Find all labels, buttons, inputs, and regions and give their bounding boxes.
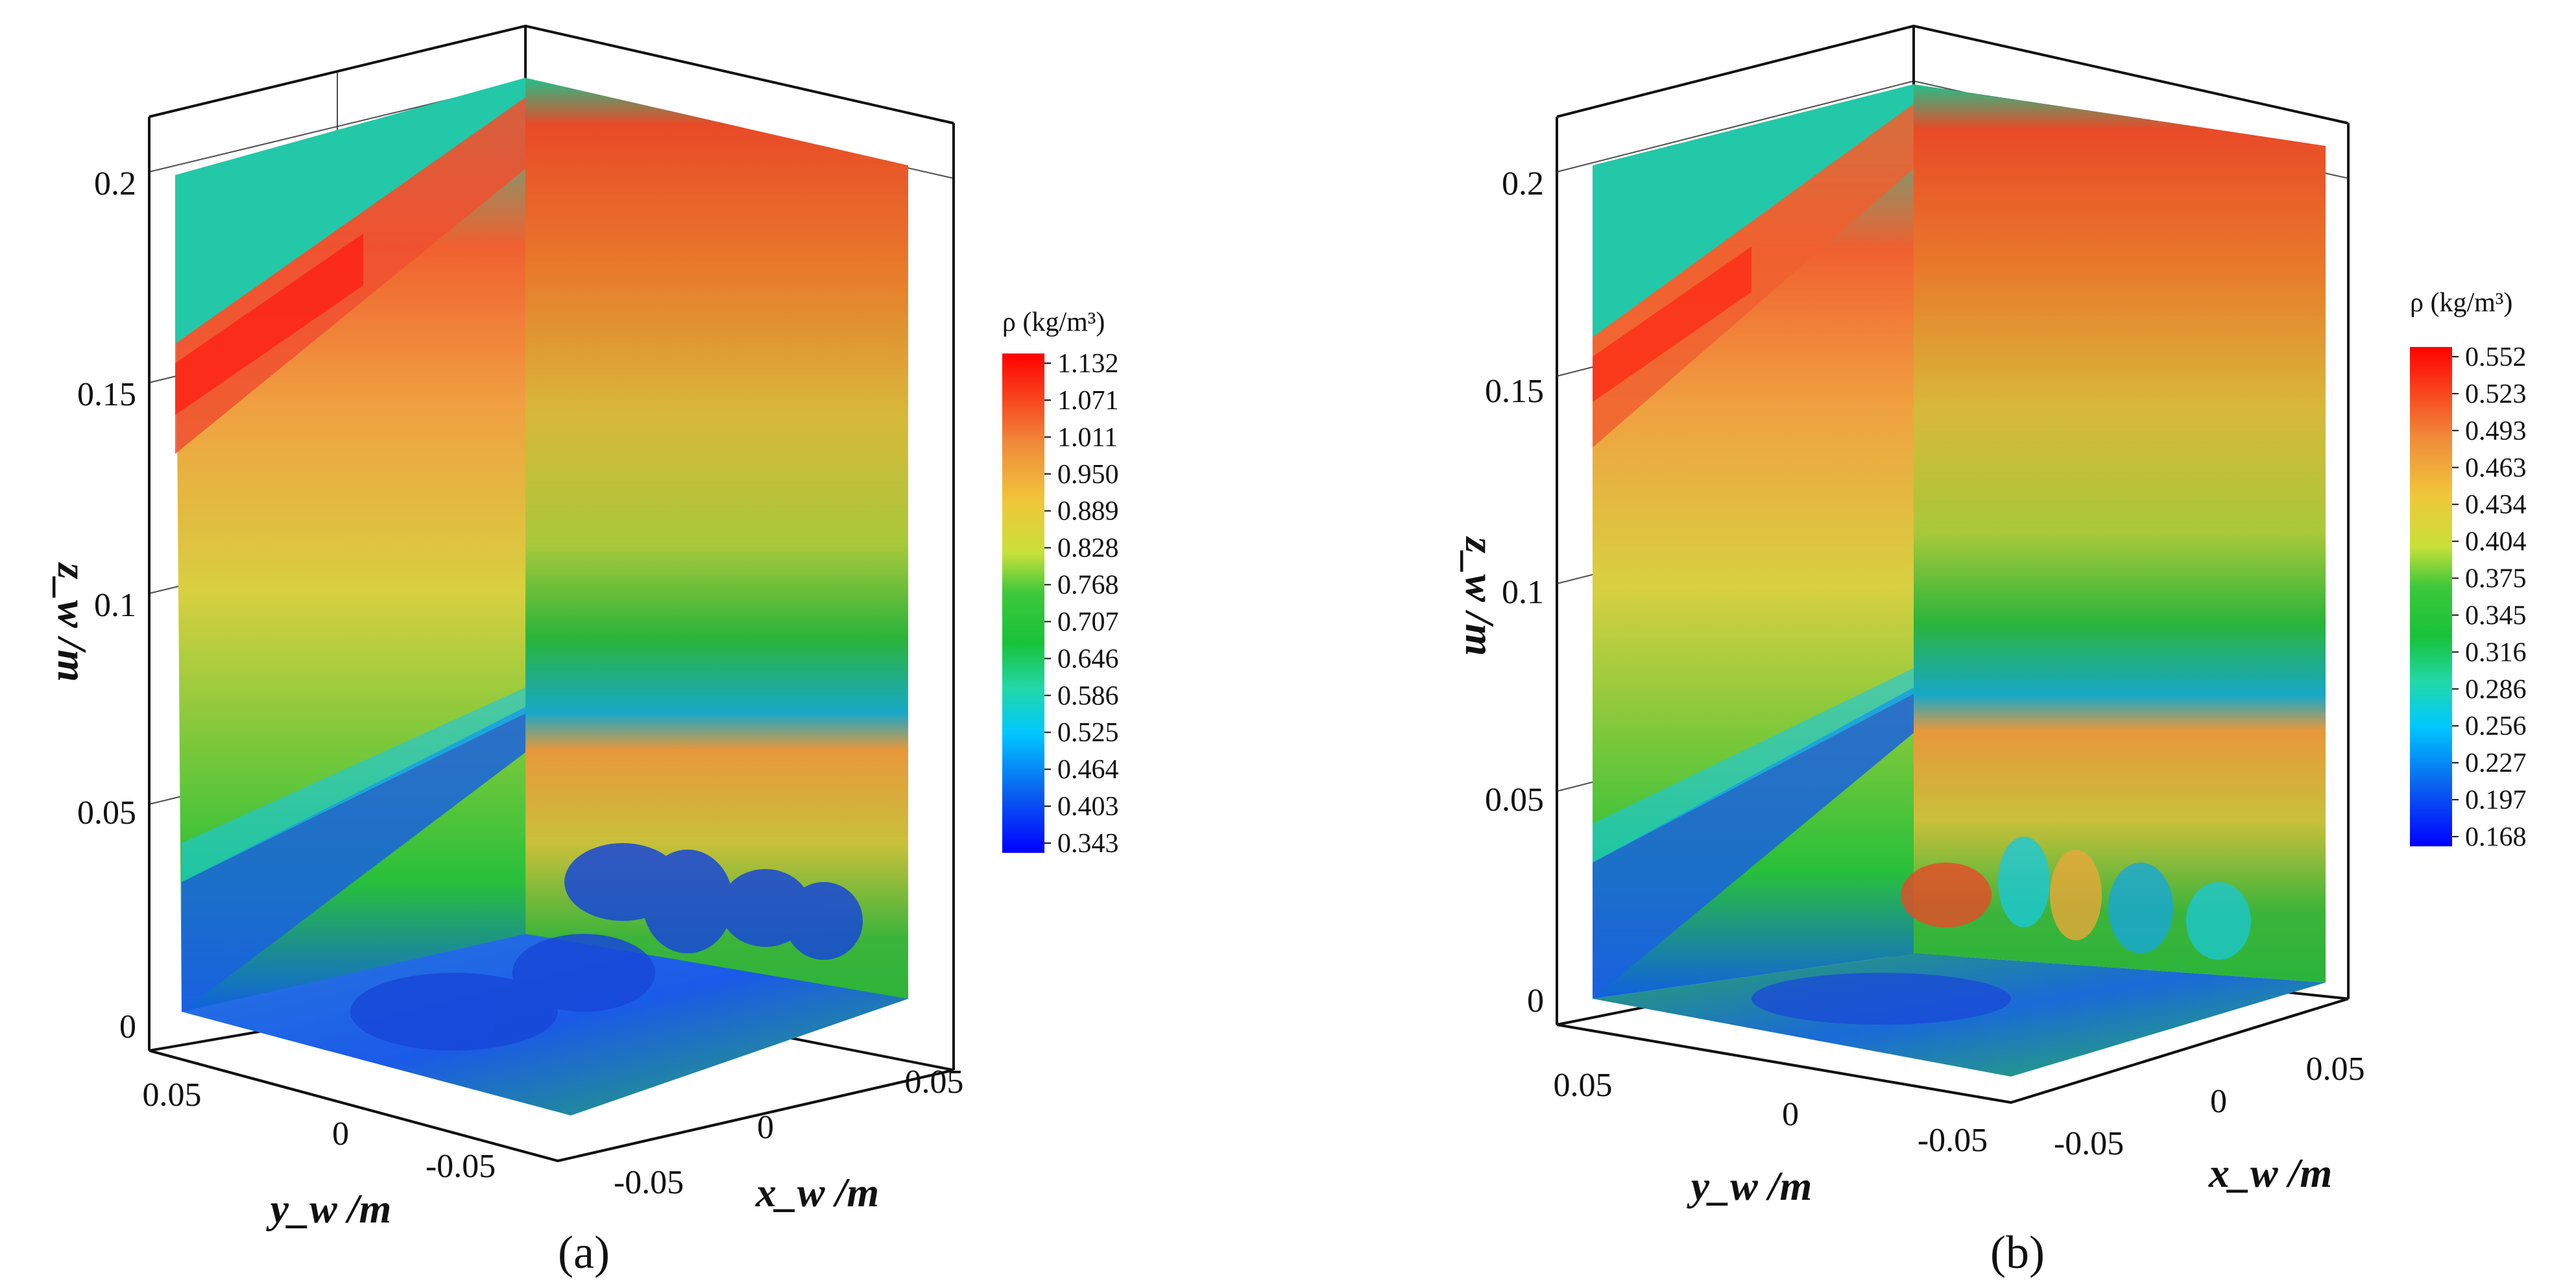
panel-b-yz-slice-upper-region <box>1593 84 1914 337</box>
panel-a-colorbar-scale <box>1002 353 1044 853</box>
panel-a-turbulent-structures <box>350 843 863 1051</box>
panel-b-x-axis-label: x_w /m <box>2208 1150 2332 1196</box>
z-tick: 0.15 <box>1485 373 1544 410</box>
z-tick: 0.05 <box>77 794 136 831</box>
y-tick: 0.05 <box>143 1077 202 1114</box>
colorbar-tick-label: 0.375 <box>2465 564 2527 594</box>
z-tick: 0.2 <box>1502 165 1544 202</box>
z-tick: 0.05 <box>1485 781 1544 818</box>
y-tick: 0.05 <box>1554 1067 1613 1104</box>
panel-a-x-ticks: -0.05 0 0.05 <box>614 1064 964 1201</box>
panel-a-x-axis-label: x_w /m <box>755 1169 879 1215</box>
panel-b-turbulent-structures <box>1751 837 2251 1025</box>
panel-a-xz-slice <box>525 78 908 1012</box>
colorbar-tick-label: 1.011 <box>1057 423 1118 453</box>
colorbar-tick-label: 0.707 <box>1057 607 1119 637</box>
x-tick: -0.05 <box>2054 1125 2124 1162</box>
panel-b-xz-slice <box>1914 84 2326 983</box>
colorbar-tick-label: 0.950 <box>1057 460 1119 490</box>
colorbar-tick-label: 0.343 <box>1057 829 1119 859</box>
panel-b-z-axis-label: z_w /m <box>1457 536 1503 656</box>
colorbar-tick-label: 0.403 <box>1057 792 1119 822</box>
colorbar-tick-label: 0.493 <box>2465 416 2527 446</box>
colorbar-tick-label: 0.227 <box>2465 748 2527 778</box>
x-tick: -0.05 <box>614 1164 684 1201</box>
x-tick: 0 <box>757 1109 774 1146</box>
y-tick: -0.05 <box>1918 1122 1988 1159</box>
colorbar-tick-label: 0.463 <box>2465 453 2527 483</box>
panel-b-label: (b) <box>1990 1226 2045 1278</box>
colorbar-tick-label: 0.552 <box>2465 342 2527 372</box>
z-tick: 0.1 <box>1502 574 1544 611</box>
panel-b-x-ticks: -0.05 0 0.05 <box>2054 1051 2365 1162</box>
colorbar-tick-label: 0.828 <box>1057 534 1119 564</box>
panel-a-colorbar-title: ρ (kg/m³) <box>1002 307 1105 337</box>
colorbar-tick-label: 1.132 <box>1057 349 1119 379</box>
panel-b: 0.2 0.15 0.1 0.05 0 z_w /m 0.05 0 -0.05 … <box>1457 24 2527 1278</box>
colorbar-tick-label: 0.586 <box>1057 681 1119 711</box>
panel-b-y-axis-label: y_w /m <box>1687 1163 1812 1209</box>
colorbar-tick-label: 0.197 <box>2465 785 2527 815</box>
colorbar-tick-label: 0.286 <box>2465 674 2527 704</box>
panel-a-z-axis-label: z_w /m <box>49 562 95 682</box>
x-tick: 0.05 <box>905 1064 964 1101</box>
colorbar-tick-label: 0.889 <box>1057 497 1119 527</box>
panel-a-z-ticks: 0.2 0.15 0.1 0.05 0 <box>77 165 136 1045</box>
panel-b-lower-diagonal-band <box>1593 687 1914 999</box>
panel-b-colorbar-title: ρ (kg/m³) <box>2410 288 2512 318</box>
z-tick: 0.2 <box>94 165 136 202</box>
colorbar-tick-label: 0.434 <box>2465 490 2527 520</box>
panel-a-lower-diagonal-band <box>182 707 525 1012</box>
colorbar-tick-label: 0.646 <box>1057 644 1119 674</box>
panel-b-colorbar-scale <box>2410 347 2452 846</box>
panel-a-label: (a) <box>558 1226 610 1278</box>
z-tick: 0 <box>1527 983 1544 1020</box>
colorbar-tick-label: 0.345 <box>2465 601 2527 630</box>
colorbar-tick-label: 0.525 <box>1057 718 1119 748</box>
panel-a-yz-slice-upper-region <box>175 78 525 344</box>
colorbar-tick-label: 0.768 <box>1057 571 1119 601</box>
colorbar-tick-label: 0.523 <box>2465 379 2527 409</box>
panel-a-y-axis-label: y_w /m <box>266 1186 392 1232</box>
panel-b-colorbar: ρ (kg/m³) 0.552 0.523 0.493 0.463 0.434 0.404… <box>2410 288 2527 852</box>
y-tick: -0.05 <box>426 1148 496 1185</box>
panel-a-shock-band-core <box>175 233 363 415</box>
panel-b-z-ticks: 0.2 0.15 0.1 0.05 0 <box>1485 165 1544 1020</box>
x-tick: 0 <box>2210 1083 2227 1120</box>
panel-b-shock-band-core <box>1593 246 1751 402</box>
x-tick: 0.05 <box>2306 1051 2365 1088</box>
z-tick: 0.15 <box>77 376 136 413</box>
colorbar-tick-label: 1.071 <box>1057 386 1119 416</box>
panel-b-lower-diagonal-cyan <box>1593 668 1914 863</box>
z-tick: 0.1 <box>94 587 136 624</box>
z-tick: 0 <box>119 1008 136 1045</box>
panel-a-colorbar: ρ (kg/m³) 1.132 1.071 1.011 0.950 0.889 0.828… <box>1002 307 1119 859</box>
colorbar-tick-label: 0.464 <box>1057 755 1119 785</box>
colorbar-tick-label: 0.316 <box>2465 638 2527 667</box>
colorbar-tick-label: 0.256 <box>2465 711 2527 741</box>
panel-b-shock-band <box>1593 104 1914 447</box>
panel-b-y-ticks: 0.05 0 -0.05 <box>1554 1067 1988 1159</box>
colorbar-tick-label: 0.168 <box>2465 822 2527 852</box>
colorbar-tick-label: 0.404 <box>2465 527 2527 557</box>
panel-a: 0.2 0.15 0.1 0.05 0 z_w /m 0.05 0 -0.05 … <box>49 24 1119 1278</box>
y-tick: 0 <box>332 1115 349 1152</box>
panel-a-y-ticks: 0.05 0 -0.05 <box>143 1077 496 1185</box>
y-tick: 0 <box>1782 1096 1799 1133</box>
panel-a-lower-diagonal-cyan <box>182 687 525 882</box>
